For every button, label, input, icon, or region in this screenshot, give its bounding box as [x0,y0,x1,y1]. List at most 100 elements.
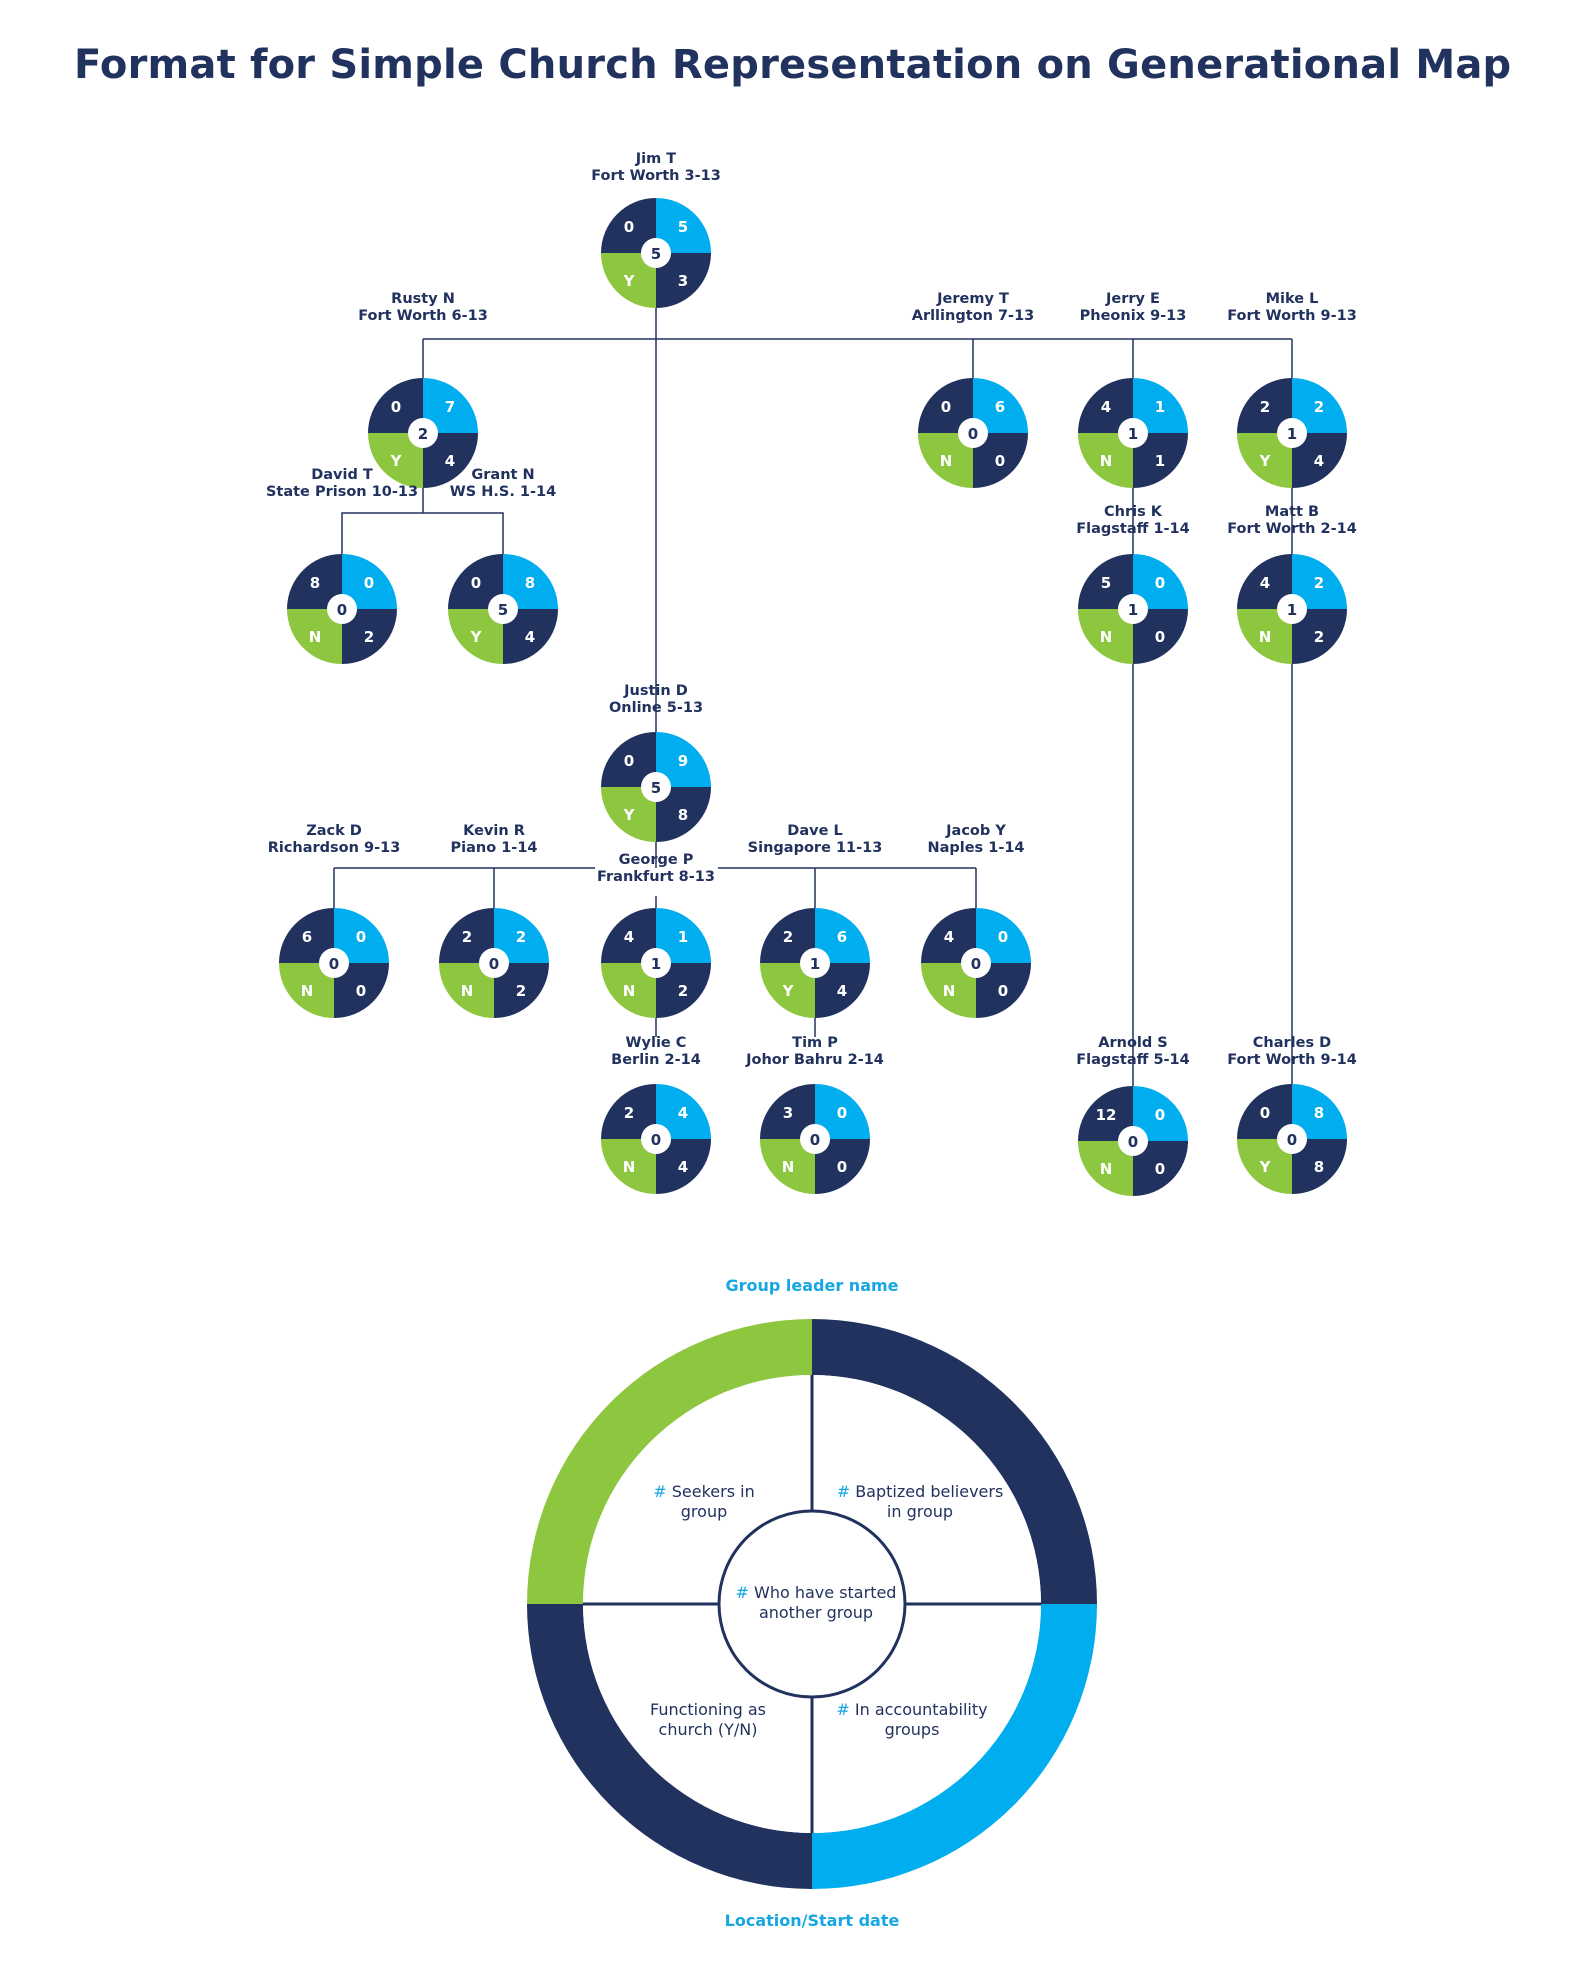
church-quadrant [279,963,334,1018]
church-status: Y [623,806,636,824]
center-circle [800,1124,830,1154]
baptized-quadrant [342,554,397,609]
baptized-count: 0 [356,928,366,946]
location-date: Singapore 11-13 [748,840,883,856]
accountability-count: 4 [678,1158,688,1176]
seekers-count: 8 [310,574,320,592]
accountability-count: 2 [516,982,526,1000]
location-date: WS H.S. 1-14 [450,484,556,500]
accountability-quadrant [1292,609,1347,664]
church-status: N [1100,452,1113,470]
legend-baptized-text: # Baptized believers [837,1482,1004,1501]
baptized-quadrant [656,732,711,787]
center-circle [958,418,988,448]
seekers-count: 2 [1260,398,1270,416]
seekers-count: 4 [944,928,954,946]
center-circle [1118,1126,1148,1156]
location-date: Naples 1-14 [927,840,1024,856]
seekers-quadrant [760,1084,815,1139]
location-date: Fort Worth 9-13 [1227,308,1357,324]
legend-inner-disc [583,1375,1041,1833]
started-count: 2 [418,425,428,443]
legend-seekers-text: # Seekers in [653,1482,754,1501]
baptized-count: 9 [678,752,688,770]
accountability-count: 0 [998,982,1008,1000]
seekers-count: 0 [391,398,401,416]
leader-name: Matt B [1265,504,1319,520]
location-date: Fort Worth 3-13 [591,168,721,184]
accountability-count: 0 [356,982,366,1000]
accountability-quadrant [656,963,711,1018]
location-date: Online 5-13 [609,700,703,716]
seekers-count: 4 [1101,398,1111,416]
baptized-quadrant [1133,378,1188,433]
accountability-count: 0 [1155,1160,1165,1178]
started-count: 5 [651,245,661,263]
church-status: N [623,1158,636,1176]
leader-name: Rusty N [391,291,455,307]
baptized-quadrant [815,908,870,963]
baptized-quadrant [1292,1084,1347,1139]
church-quadrant [601,787,656,842]
location-date: State Prison 10-13 [266,484,418,500]
center-circle [1277,1124,1307,1154]
accountability-quadrant [1133,433,1188,488]
accountability-count: 0 [1155,628,1165,646]
leader-name: Jerry E [1105,291,1160,307]
seekers-quadrant [448,554,503,609]
center-circle [319,948,349,978]
legend-accountability-text-line2: groups [885,1720,940,1739]
leader-name: Wylie C [626,1035,687,1051]
accountability-quadrant [973,433,1028,488]
seekers-count: 4 [1260,574,1270,592]
baptized-count: 5 [678,218,688,236]
started-count: 0 [651,1131,661,1149]
started-count: 1 [1287,425,1297,443]
accountability-count: 0 [837,1158,847,1176]
baptized-quadrant [656,908,711,963]
church-status: N [940,452,953,470]
started-count: 0 [329,955,339,973]
location-date: Arllington 7-13 [912,308,1035,324]
legend-baptized-text-line2: in group [887,1502,953,1521]
church-status: Y [470,628,483,646]
leader-name: Charles D [1253,1035,1331,1051]
church-quadrant [368,433,423,488]
tree-connectors [333,308,1293,1086]
baptized-quadrant [656,1084,711,1139]
seekers-quadrant [601,1084,656,1139]
baptized-count: 2 [516,928,526,946]
church-quadrant [760,1139,815,1194]
accountability-count: 1 [1155,452,1165,470]
baptized-count: 8 [525,574,535,592]
legend-baptized-text-line1: Baptized believers [855,1482,1003,1501]
legend-bottom-caption: Location/Start date [725,1911,900,1930]
legend: Group leader name Location/Start date # Se… [527,1276,1097,1930]
location-date: Richardson 9-13 [268,840,401,856]
church-quadrant [439,963,494,1018]
center-circle [641,1124,671,1154]
started-count: 1 [1287,601,1297,619]
center-circle [641,948,671,978]
baptized-quadrant [503,554,558,609]
baptized-count: 2 [1314,398,1324,416]
seekers-count: 0 [624,218,634,236]
center-circle [1277,418,1307,448]
accountability-count: 4 [837,982,847,1000]
accountability-quadrant [1133,1141,1188,1196]
started-count: 5 [498,601,508,619]
church-status: N [461,982,474,1000]
seekers-count: 0 [471,574,481,592]
church-status: N [301,982,314,1000]
started-count: 1 [1128,601,1138,619]
center-circle [479,948,509,978]
baptized-quadrant [815,1084,870,1139]
location-date: Frankfurt 8-13 [597,869,715,885]
baptized-count: 1 [1155,398,1165,416]
